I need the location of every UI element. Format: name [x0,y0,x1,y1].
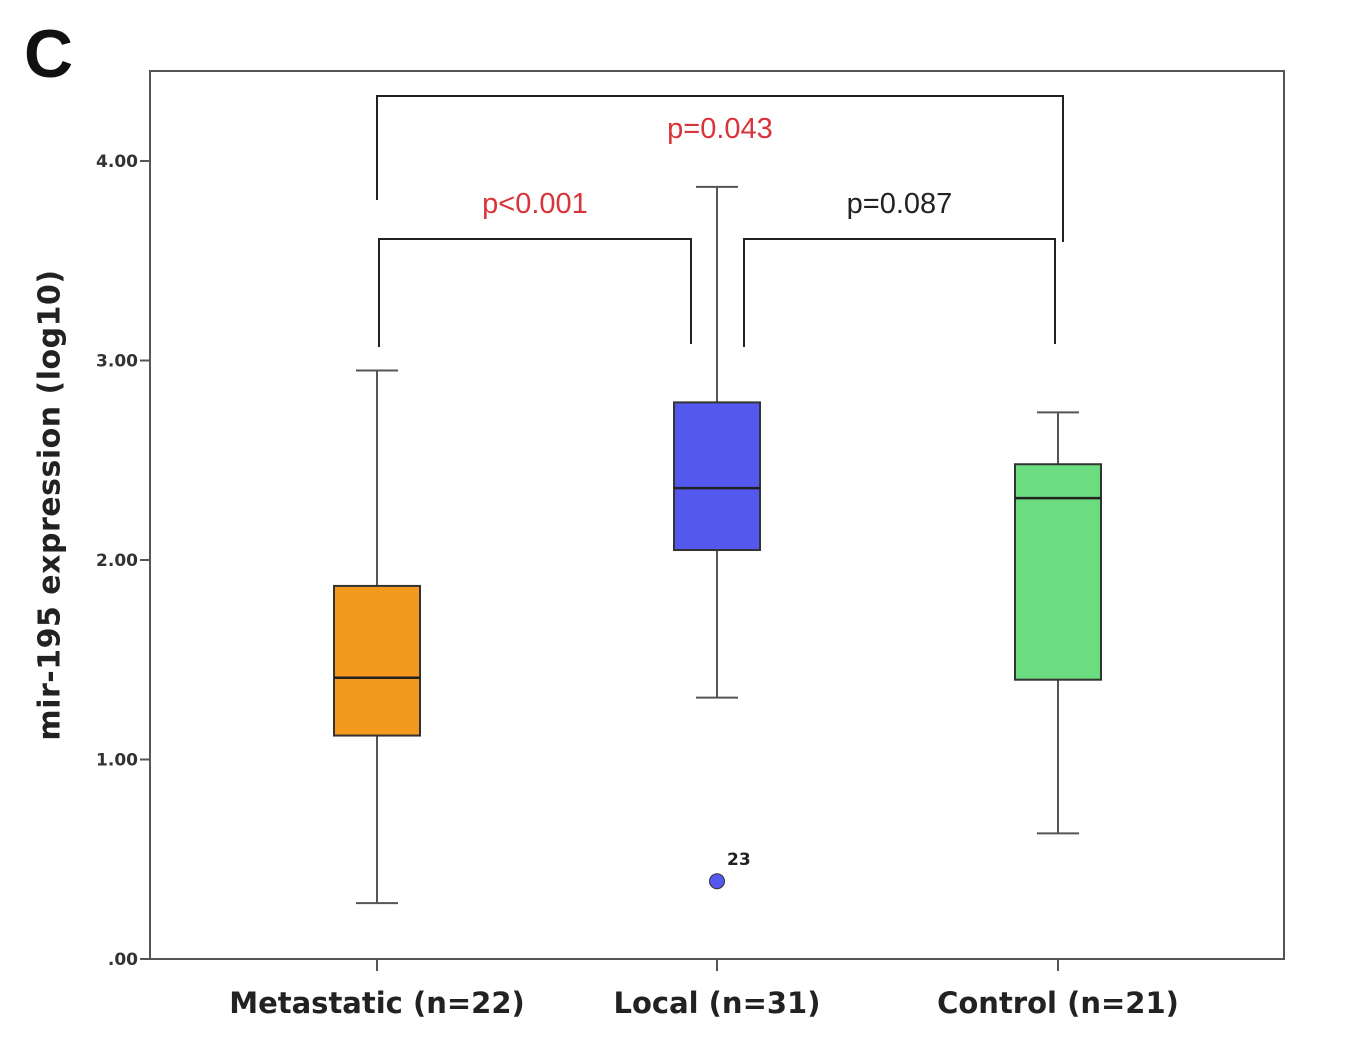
outlier-label: 23 [727,850,751,870]
significance-bracket: p=0.087 [743,188,1056,347]
y-tick-label: 4.00 [96,152,138,172]
x-category-label: Control (n=21) [937,986,1179,1020]
box-group [1014,411,1102,835]
iqr-box [1014,463,1102,681]
outlier-point [709,873,725,890]
significance-bracket: p<0.001 [378,188,692,347]
y-tick-label: .00 [108,950,138,970]
y-tick-label: 2.00 [96,551,138,571]
significance-bracket: p=0.043 [376,95,1064,242]
x-category-label: Local (n=31) [613,986,820,1020]
iqr-box [333,584,421,737]
y-tick-label: 3.00 [96,352,138,372]
panel-letter: C [24,16,74,92]
x-category-label: Metastatic (n=22) [229,986,525,1020]
y-tick-label: 1.00 [96,751,138,771]
bracket-line [378,238,692,347]
p-value-label: p<0.001 [482,188,588,220]
bracket-line [743,238,1056,347]
p-value-label: p=0.087 [847,188,953,220]
box-group [333,369,421,905]
box-group: 23 [673,185,761,890]
iqr-box [673,401,761,552]
p-value-label: p=0.043 [667,113,773,145]
bracket-line [376,95,1064,242]
